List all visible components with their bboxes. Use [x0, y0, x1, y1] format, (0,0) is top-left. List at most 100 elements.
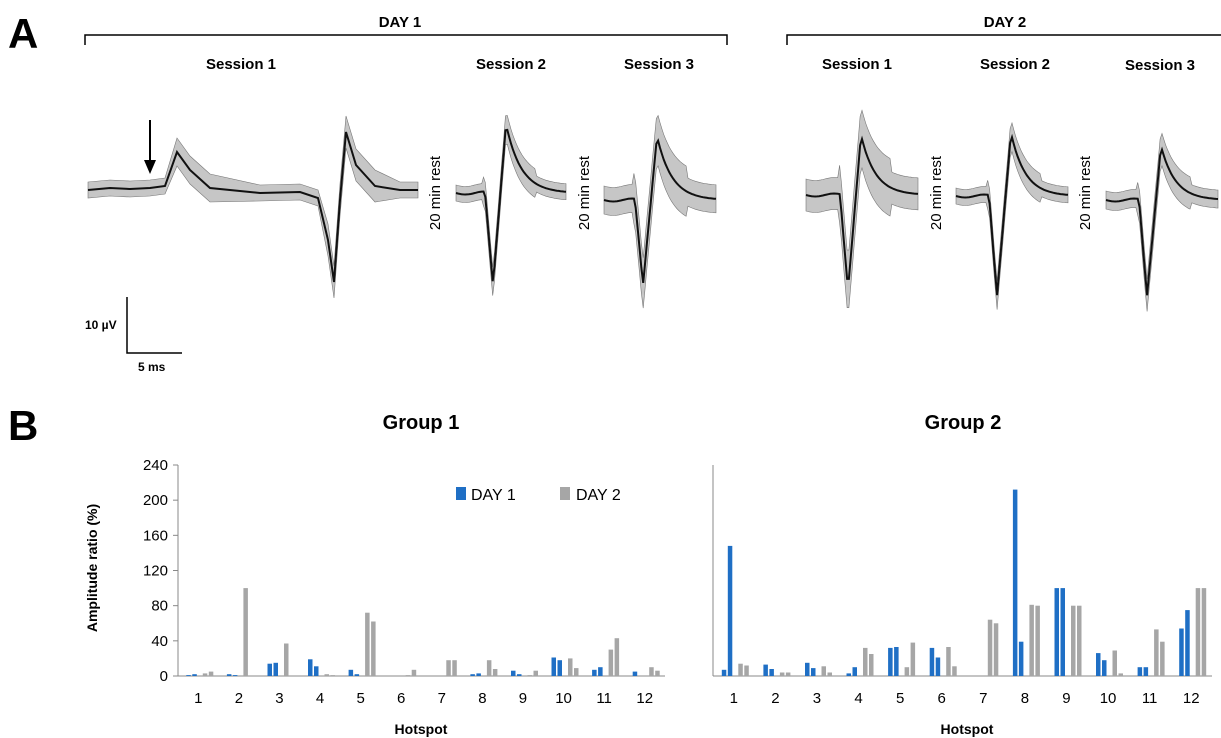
day1-session3-band [603, 114, 717, 309]
day2-session2-mean [955, 133, 1069, 296]
group1-x-tick-label: 12 [636, 690, 653, 707]
rest-label-day1-1: 20 min rest [427, 155, 444, 230]
group1-bar-4-day2 [330, 675, 335, 676]
group2-bar-12-day1 [1179, 628, 1184, 676]
group2-bar-11-day1 [1143, 667, 1149, 676]
group1-bar-12-day2 [655, 670, 660, 676]
group2-bar-7-day2 [993, 623, 999, 677]
group2-bar-9-day2 [1077, 605, 1082, 676]
group2-x-axis-label: Hotspot [941, 721, 994, 737]
group2-bar-1-day2 [744, 665, 749, 676]
group1-x-tick-label: 8 [478, 690, 486, 707]
group2-bar-7-day2 [987, 619, 993, 676]
group1-y-tick-label: 120 [143, 563, 168, 580]
day1-session2-mean [455, 128, 567, 282]
group2-bar-12-day2 [1201, 588, 1207, 676]
y-axis-label: Amplitude ratio (%) [84, 504, 100, 632]
group2-bar-3-day2 [827, 672, 832, 676]
day2-session3-mean [1105, 146, 1219, 296]
group1-bar-8-day1 [470, 674, 475, 676]
panel-a-letter: A [8, 10, 38, 57]
scale-bar [126, 297, 182, 354]
group2-x-tick-label: 5 [896, 690, 904, 707]
scale-bar-time-label: 5 ms [138, 360, 166, 374]
day1-bracket [84, 34, 728, 45]
legend-label-day2: DAY 2 [576, 487, 621, 504]
group2-bar-2-day1 [763, 664, 768, 676]
day1-session1-band [87, 115, 419, 299]
group1-bar-12-day1 [632, 671, 638, 676]
panel-b-letter: B [8, 402, 38, 449]
group2-bar-11-day1 [1137, 667, 1143, 676]
group1-bar-7-day2 [452, 660, 457, 676]
group1-x-tick-label: 11 [596, 690, 612, 707]
group1-bar-1-day2 [208, 671, 214, 676]
group1-y-tick-label: 80 [151, 598, 168, 615]
group2-bar-9-day2 [1071, 605, 1076, 676]
group1-bar-5-day1 [354, 674, 360, 676]
group2-bar-5-day1 [894, 647, 899, 676]
group1-bar-2-day1 [232, 675, 238, 676]
group2-bar-5-day1 [888, 647, 893, 676]
day1-session2-band [455, 115, 567, 296]
day2-bracket [786, 34, 1221, 45]
group1-bar-2-day2 [243, 588, 248, 676]
stimulus-arrow-icon [144, 120, 156, 174]
group1-title: Group 1 [383, 412, 460, 434]
day2-session3-label: Session 3 [1125, 57, 1195, 74]
group1-x-tick-label: 3 [275, 690, 283, 707]
group2-x-tick-label: 6 [938, 690, 946, 707]
legend: DAY 1 DAY 2 [456, 487, 621, 504]
group1-bar-6-day2 [411, 669, 417, 676]
day2-session1-label: Session 1 [822, 56, 892, 73]
group1-bar-9-day2 [527, 675, 532, 676]
day1-label: DAY 1 [379, 14, 422, 31]
group2-bar-6-day1 [935, 657, 941, 676]
group2-x-tick-label: 2 [771, 690, 779, 707]
group1-bar-5-day1 [348, 669, 354, 676]
group1-x-tick-label: 9 [519, 690, 527, 707]
group2-bar-2-day2 [785, 672, 791, 676]
day1-session3-label: Session 3 [624, 56, 694, 73]
group2-x-tick-label: 7 [979, 690, 987, 707]
group1-x-axis-label: Hotspot [395, 721, 448, 737]
group1-bar-10-day2 [568, 658, 573, 676]
group1-bar-10-day2 [574, 668, 579, 676]
group1-bar-2-day1 [226, 674, 232, 676]
group1-bar-1-day2 [202, 673, 208, 676]
group1-bar-7-day2 [446, 660, 451, 676]
group2-bar-2-day2 [779, 672, 785, 676]
legend-label-day1: DAY 1 [471, 487, 516, 504]
group2-bar-1-day1 [721, 669, 727, 676]
day1-session1-mean [87, 131, 418, 283]
group2-x-tick-label: 9 [1062, 690, 1070, 707]
day2-session3-band [1105, 132, 1219, 312]
group2-bar-2-day1 [769, 669, 774, 676]
group1-bar-9-day1 [517, 674, 522, 676]
group2-bar-4-day2 [863, 647, 868, 676]
legend-swatch-day1 [456, 487, 466, 500]
group2-bar-3-day1 [805, 662, 810, 676]
group2-bar-4-day1 [846, 673, 851, 676]
day1-session3-mean [603, 138, 717, 284]
group2-bar-5-day2 [910, 642, 916, 676]
group1-bar-9-day1 [511, 670, 516, 676]
group1-x-tick-label: 1 [194, 690, 202, 707]
group2-bar-8-day2 [1029, 604, 1034, 676]
group2-bar-8-day1 [1018, 641, 1024, 676]
day2-label: DAY 2 [984, 14, 1027, 31]
group1-y-tick-label: 200 [143, 492, 168, 509]
rest-label-day2-1: 20 min rest [928, 155, 945, 230]
group1-bar-3-day1 [267, 663, 272, 676]
group1-y-tick-label: 0 [160, 668, 168, 685]
group2-bar-10-day1 [1096, 653, 1101, 676]
group2-bar-11-day2 [1160, 641, 1165, 676]
group1-bar-3-day1 [273, 662, 278, 676]
group2-bar-12-day1 [1185, 610, 1190, 676]
group1-bar-1-day1 [192, 674, 197, 676]
group1-bar-1-day1 [186, 675, 191, 676]
legend-swatch-day2 [560, 487, 570, 500]
group1-bar-11-day1 [598, 667, 603, 676]
group2-x-tick-label: 8 [1021, 690, 1029, 707]
